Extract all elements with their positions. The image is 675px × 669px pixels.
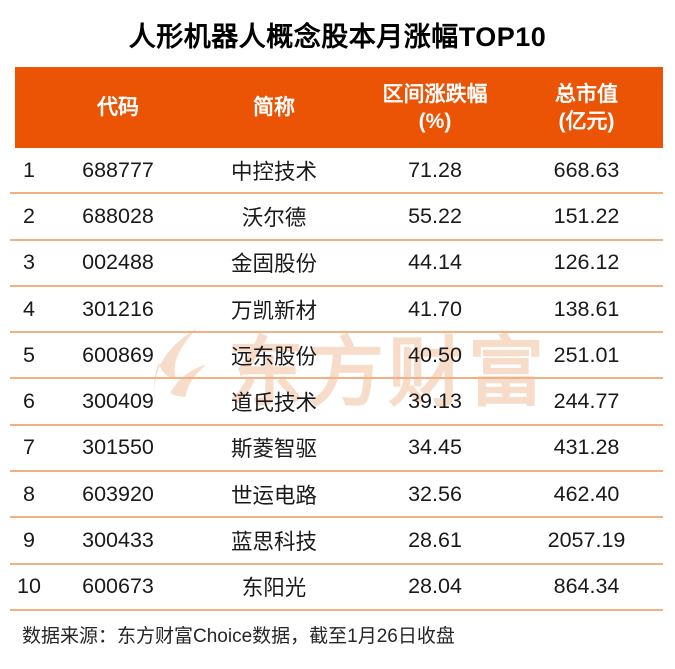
cell-name: 世运电路 — [230, 483, 317, 508]
cell-rank: 7 — [23, 435, 35, 460]
cell-change: 32.56 — [408, 481, 462, 506]
cell-name: 东阳光 — [241, 576, 307, 601]
header-mcap: 总市值 (亿元) — [555, 82, 618, 133]
cell-change: 28.61 — [408, 528, 462, 553]
cell-name: 斯菱智驱 — [230, 437, 317, 462]
cell-code: 301216 — [82, 296, 154, 321]
cell-name: 蓝思科技 — [230, 530, 317, 555]
cell-name: 万凯新材 — [230, 298, 317, 323]
cell-change: 71.28 — [408, 157, 462, 182]
cell-change: 28.04 — [408, 574, 462, 599]
page-title: 人形机器人概念股本月涨幅TOP10 — [128, 22, 547, 52]
cell-code: 600869 — [82, 342, 154, 367]
cell-mcap: 864.34 — [553, 574, 620, 599]
cell-mcap: 251.01 — [553, 342, 620, 367]
cell-change: 39.13 — [408, 389, 462, 414]
cell-mcap: 431.28 — [553, 435, 620, 460]
cell-name: 沃尔德 — [241, 205, 307, 230]
cell-mcap: 668.63 — [553, 157, 620, 182]
cell-code: 688028 — [82, 203, 154, 228]
header-name: 简称 — [253, 96, 295, 119]
table-row: 1 688777 中控技术 71.28 668.63 — [10, 148, 663, 195]
cell-rank: 1 — [23, 157, 35, 182]
cell-code: 002488 — [82, 250, 154, 275]
cell-mcap: 151.22 — [553, 203, 620, 228]
cell-code: 300433 — [82, 528, 154, 553]
data-source-note: 数据来源：东方财富Choice数据，截至1月26日收盘 — [22, 626, 455, 647]
cell-code: 688777 — [82, 157, 154, 182]
table-row: 5 600869 远东股份 40.50 251.01 — [10, 333, 663, 380]
cell-rank: 2 — [23, 203, 35, 228]
cell-name: 中控技术 — [230, 159, 317, 184]
cell-mcap: 126.12 — [553, 250, 620, 275]
cell-rank: 9 — [23, 528, 35, 553]
cell-code: 301550 — [82, 435, 154, 460]
cell-mcap: 2057.19 — [547, 528, 626, 553]
cell-mcap: 138.61 — [553, 296, 620, 321]
cell-change: 44.14 — [408, 250, 462, 275]
cell-rank: 10 — [17, 574, 41, 599]
cell-mcap: 462.40 — [553, 481, 620, 506]
cell-change: 34.45 — [408, 435, 462, 460]
header-change: 区间涨跌幅 (%) — [382, 82, 488, 133]
table-row: 8 603920 世运电路 32.56 462.40 — [10, 472, 663, 519]
cell-rank: 5 — [23, 342, 35, 367]
table-header: 代码 简称 区间涨跌幅 (%) 总市值 (亿元) — [15, 67, 663, 148]
table-row: 2 688028 沃尔德 55.22 151.22 — [10, 194, 663, 241]
cell-name: 道氏技术 — [230, 391, 317, 416]
table-row: 3 002488 金固股份 44.14 126.12 — [10, 241, 663, 287]
cell-change: 41.70 — [408, 296, 462, 321]
cell-rank: 8 — [23, 481, 35, 506]
cell-code: 600673 — [82, 574, 154, 599]
cell-name: 远东股份 — [230, 344, 317, 369]
header-code: 代码 — [97, 96, 139, 119]
cell-rank: 6 — [23, 389, 35, 414]
cell-code: 603920 — [82, 481, 154, 506]
cell-change: 40.50 — [408, 342, 462, 367]
table-row: 4 301216 万凯新材 41.70 138.61 — [10, 287, 663, 334]
table-row: 6 300409 道氏技术 39.13 244.77 — [10, 379, 663, 426]
cell-code: 300409 — [82, 389, 154, 414]
cell-rank: 4 — [23, 296, 35, 321]
cell-name: 金固股份 — [230, 252, 317, 277]
table-row: 7 301550 斯菱智驱 34.45 431.28 — [10, 426, 663, 473]
cell-change: 55.22 — [408, 203, 462, 228]
cell-mcap: 244.77 — [553, 389, 620, 414]
table-row: 10 600673 东阳光 28.04 864.34 — [10, 565, 663, 611]
cell-rank: 3 — [23, 250, 35, 275]
table-body: 1 688777 中控技术 71.28 668.63 2 688028 沃尔德 … — [10, 148, 663, 611]
table-row: 9 300433 蓝思科技 28.61 2057.19 — [10, 518, 663, 565]
